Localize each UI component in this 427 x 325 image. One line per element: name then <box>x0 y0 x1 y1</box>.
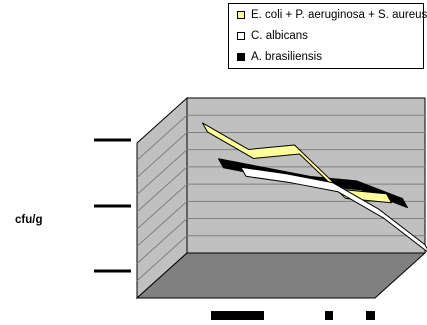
gridline-side <box>136 114 188 161</box>
floor <box>135 252 427 299</box>
legend-label-1: C. albicans <box>251 30 308 42</box>
gridline-side <box>136 149 188 196</box>
legend: E. coli + P. aeruginosa + S. aureus C. a… <box>228 3 427 69</box>
legend-label-2: A. brasiliensis <box>251 51 322 63</box>
legend-item-2: A. brasiliensis <box>237 49 322 65</box>
legend-label-0: E. coli + P. aeruginosa + S. aureus <box>251 9 427 21</box>
bottom-mark <box>211 311 264 320</box>
gridline-side <box>136 235 188 282</box>
gridline-side <box>136 200 188 247</box>
series-1-line <box>240 166 427 253</box>
gridline-side <box>136 132 188 178</box>
legend-swatch-0 <box>237 11 245 19</box>
legend-item-0: E. coli + P. aeruginosa + S. aureus <box>237 7 427 23</box>
legend-swatch-1 <box>237 32 245 40</box>
bottom-mark <box>325 311 333 320</box>
gridline-side <box>136 166 188 213</box>
bottom-mark <box>366 311 375 320</box>
gridline-side <box>136 218 188 264</box>
gridline-side <box>136 183 188 230</box>
legend-item-1: C. albicans <box>237 28 308 44</box>
y-axis-label: cfu/g <box>15 214 43 226</box>
series-0-line <box>202 122 392 204</box>
legend-swatch-2 <box>237 53 245 61</box>
